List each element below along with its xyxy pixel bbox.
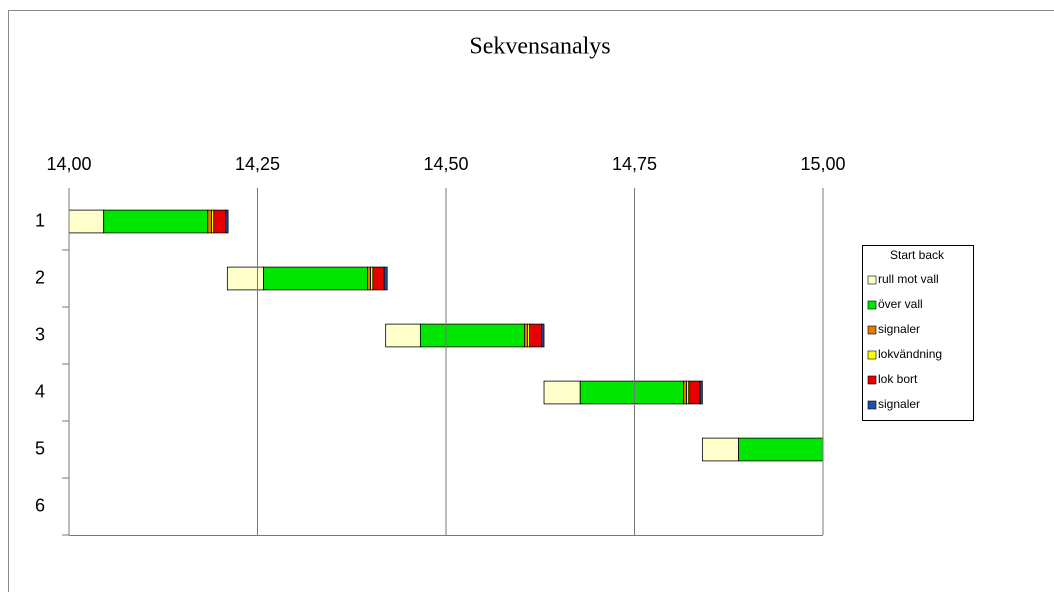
y-tick-label: 3 [35,324,45,344]
bar-segment [372,266,385,291]
legend-label: Start back [890,248,945,262]
x-tick-label: 14,00 [46,154,91,174]
legend-label: lokvändning [878,347,942,361]
bar-segment [688,380,701,405]
bar-segment [367,266,372,291]
bar-segment [385,323,421,348]
legend-swatch [867,275,877,285]
bar-segment [683,380,687,405]
y-tick-label: 4 [35,381,45,401]
bar-segment [579,380,684,405]
legend-label: signaler [878,322,920,336]
legend-swatch [867,300,877,310]
x-tick-label: 15,00 [800,154,845,174]
y-tick-label: 2 [35,267,45,287]
bar-segment [541,323,545,348]
legend-label: över vall [878,297,923,311]
bar-segment [529,323,543,348]
legend-swatch [867,325,877,335]
bar-segment [699,380,703,405]
bar-segment [383,266,388,291]
y-tick-label: 6 [35,495,45,515]
x-tick-label: 14,75 [612,154,657,174]
y-tick-label: 1 [35,210,45,230]
chart-title: Sekvensanalys [469,34,610,60]
bar-segment [524,323,528,348]
legend-swatch [867,350,877,360]
x-tick-label: 14,25 [235,154,280,174]
bar-segment [263,266,368,291]
bar-segment [103,209,209,234]
bar-segment [225,209,229,234]
legend-swatch [867,375,877,385]
x-tick-label: 14,50 [423,154,468,174]
y-tick-label: 5 [35,438,45,458]
bar-segment [226,266,264,291]
bar-segment [419,323,525,348]
legend-box [862,245,974,421]
bar-segment [738,437,823,462]
bar-segment [207,209,212,234]
bar-segment [543,380,581,405]
legend-label: lok bort [878,372,918,386]
bar-segment [213,209,227,234]
legend-label: rull mot vall [878,272,939,286]
legend-swatch [867,400,877,410]
bar-segment [69,209,105,234]
bar-segment [701,437,739,462]
legend-label: signaler [878,397,920,411]
